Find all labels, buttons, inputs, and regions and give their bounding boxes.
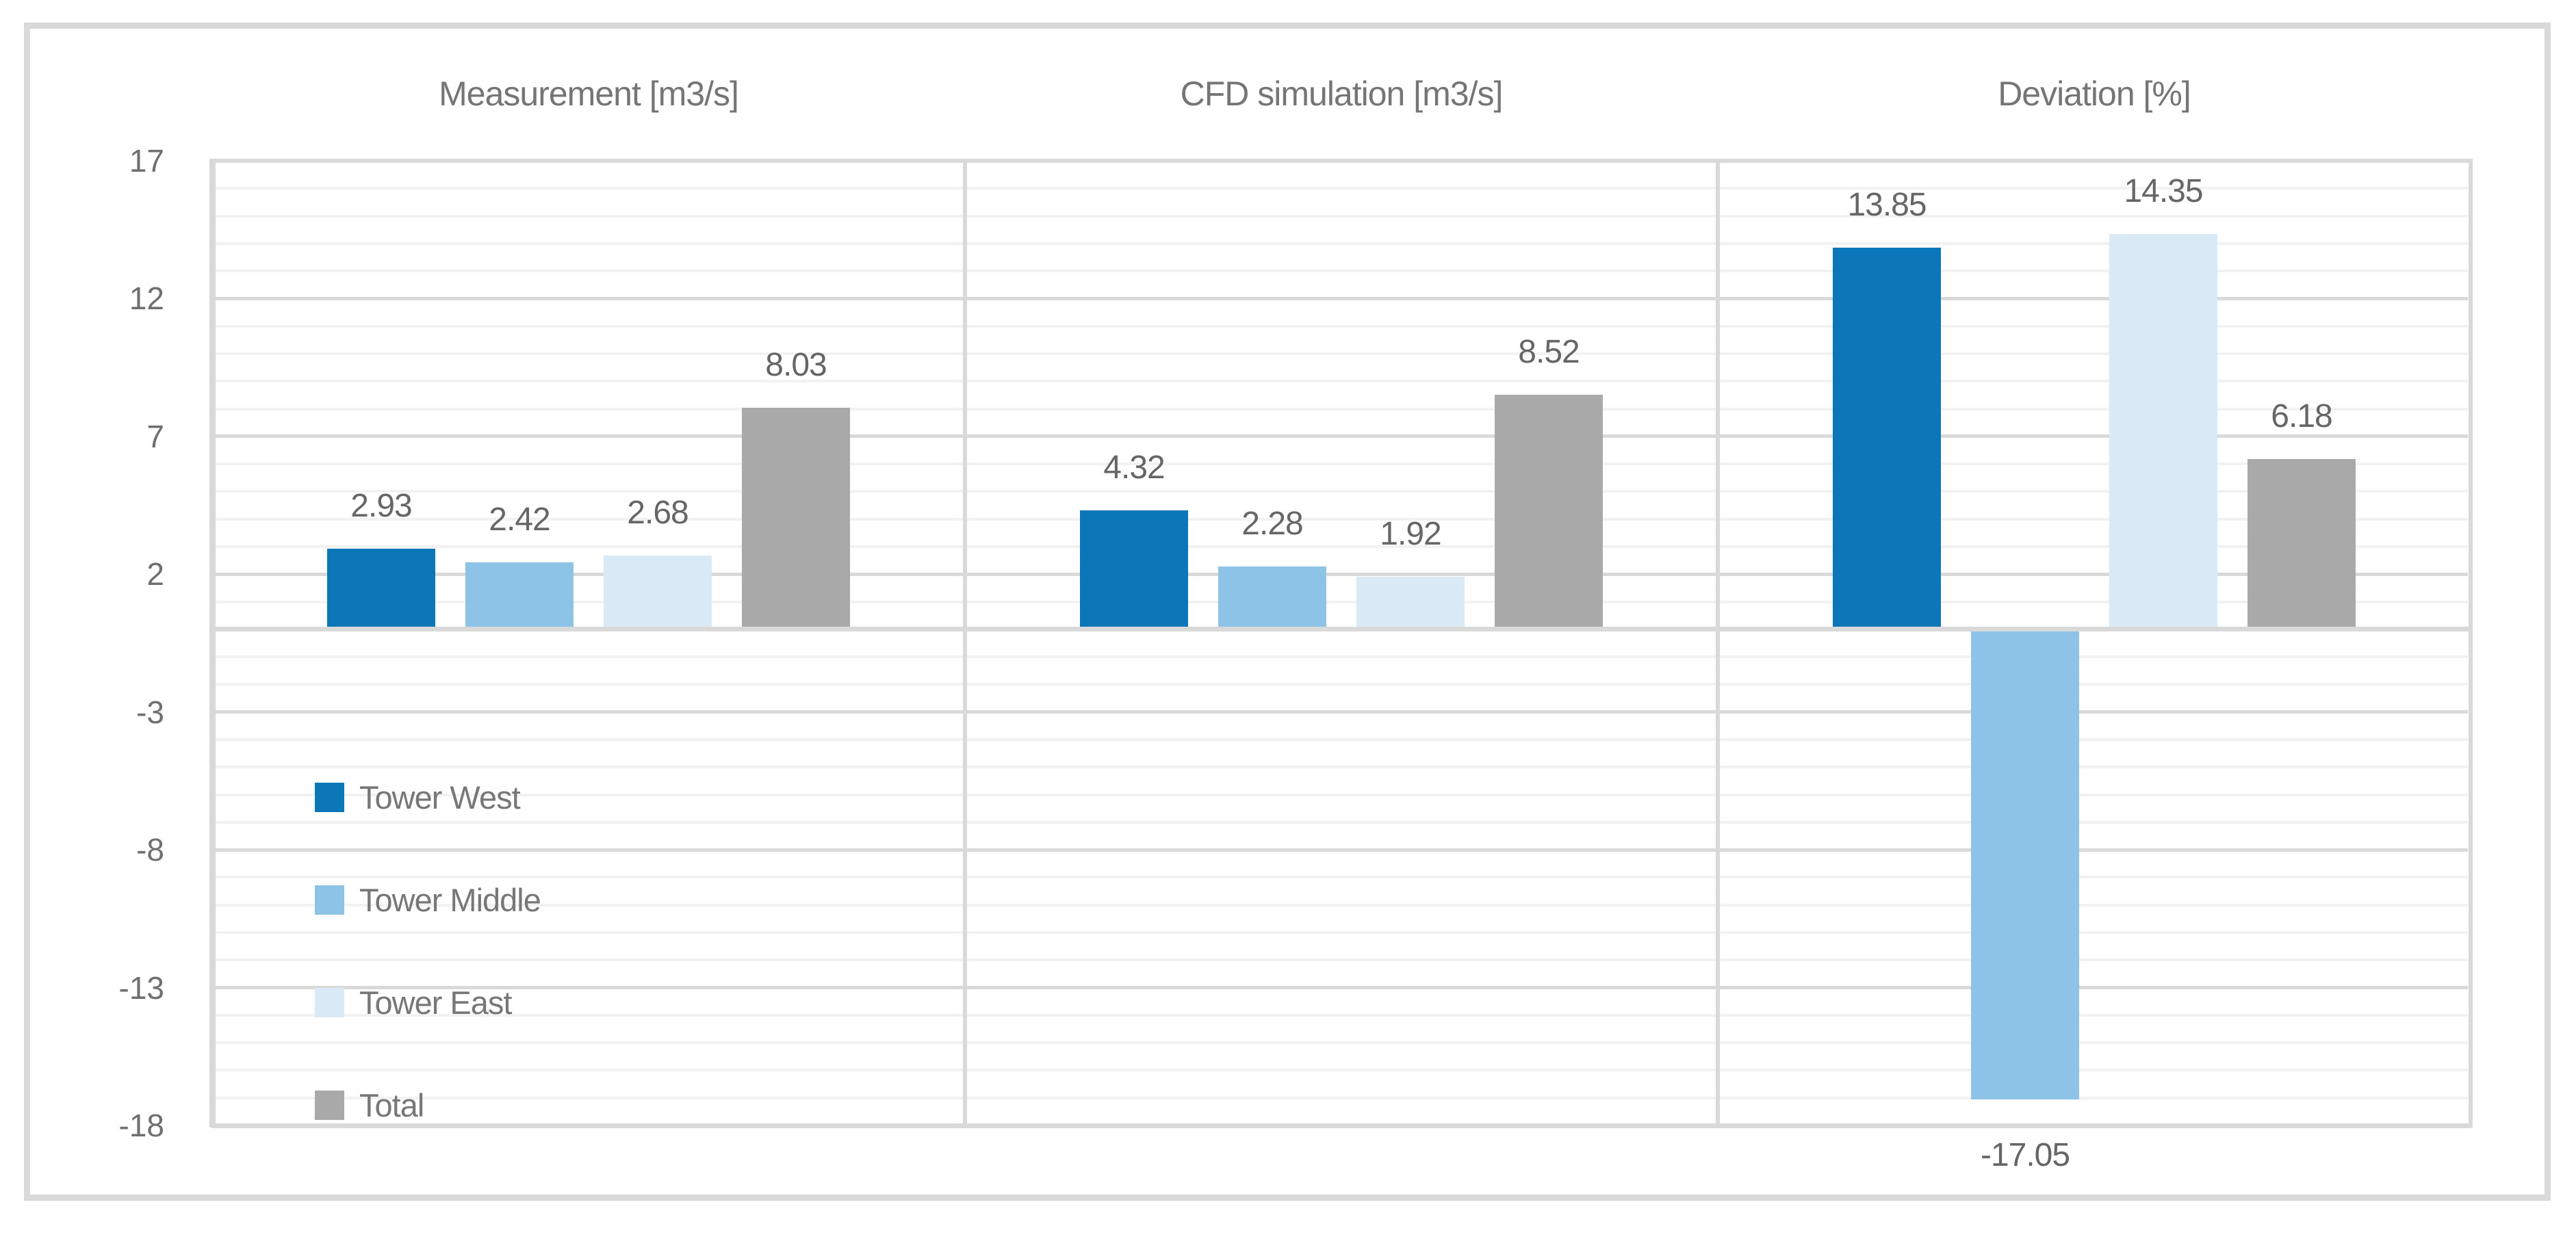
plot-left-edge <box>209 159 216 1127</box>
legend-label-tower-middle: Tower Middle <box>359 881 541 918</box>
gridline-minor <box>215 490 2468 493</box>
gridline-minor <box>215 683 2468 686</box>
gridline-major <box>215 434 2468 438</box>
gridline-major <box>215 573 2468 576</box>
gridline-minor <box>215 545 2468 548</box>
bar-value-label: 2.28 <box>1241 506 1303 542</box>
bar-value-label: 6.18 <box>2271 398 2332 434</box>
bar-value-label: 8.03 <box>765 347 827 383</box>
bar-tower-west <box>1833 248 1941 629</box>
legend-item-tower-middle: Tower Middle <box>315 881 541 918</box>
gridline-minor <box>215 242 2468 245</box>
bar-total <box>742 408 850 629</box>
panel-divider <box>963 161 967 1125</box>
legend-label-total: Total <box>359 1086 424 1123</box>
bar-value-label: 8.52 <box>1518 334 1580 370</box>
bar-total <box>1495 395 1603 629</box>
gridline-minor <box>215 821 2468 824</box>
legend-swatch-tower-east <box>315 987 344 1017</box>
legend-swatch-tower-west <box>315 782 344 812</box>
gridline-minor <box>215 876 2468 878</box>
panel-title-deviation: Deviation [%] <box>1998 75 2191 113</box>
gridline-minor <box>215 270 2468 272</box>
y-axis-tick-label: 12 <box>129 281 164 316</box>
y-axis-tick-label: -18 <box>118 1108 164 1143</box>
bar-tower-east <box>604 556 712 629</box>
gridline-minor <box>215 462 2468 465</box>
bar-value-label: 1.92 <box>1380 516 1441 552</box>
gridline-minor <box>215 215 2468 218</box>
y-axis-tick-label: -8 <box>136 832 164 868</box>
legend-item-tower-west: Tower West <box>315 779 521 816</box>
bar-tower-middle <box>1218 566 1326 629</box>
bar-tower-middle <box>465 562 574 629</box>
bar-tower-east <box>1356 577 1465 629</box>
y-axis-tick-label: -13 <box>118 970 164 1006</box>
gridline-minor <box>215 904 2468 907</box>
gridline-minor <box>215 1041 2468 1044</box>
legend-swatch-tower-middle <box>315 885 344 915</box>
gridline-minor <box>215 794 2468 796</box>
panel-divider <box>1716 161 1720 1125</box>
gridline-minor <box>215 380 2468 382</box>
bar-value-label: 13.85 <box>1847 187 1927 223</box>
y-axis-tick-label: 2 <box>146 556 164 592</box>
bar-tower-west <box>1080 510 1188 629</box>
y-axis-tick-label: -3 <box>136 694 164 730</box>
gridline-minor <box>215 1097 2468 1099</box>
gridline-minor <box>215 187 2468 190</box>
plot-bottom-edge <box>212 1123 2471 1128</box>
gridline-minor <box>215 1069 2468 1071</box>
bar-tower-middle <box>1971 629 2079 1099</box>
gridline-minor <box>215 601 2468 603</box>
y-axis-tick-label: 7 <box>146 419 164 454</box>
bar-value-label: 4.32 <box>1103 449 1165 486</box>
gridline-minor <box>215 655 2468 658</box>
panel-title-measurement: Measurement [m3/s] <box>439 75 739 113</box>
zero-axis-line <box>212 627 2471 631</box>
bar-value-label: 2.42 <box>489 501 550 538</box>
bar-value-label: 2.68 <box>627 495 688 531</box>
gridline-major <box>215 986 2468 989</box>
gridline-minor <box>215 325 2468 328</box>
bar-tower-east <box>2109 234 2217 629</box>
plot-right-edge <box>2469 159 2473 1127</box>
gridline-minor <box>215 738 2468 741</box>
legend-item-total: Total <box>315 1086 424 1123</box>
bar-value-label: 14.35 <box>2124 173 2203 209</box>
gridline-minor <box>215 931 2468 934</box>
gridline-major <box>215 848 2468 852</box>
gridline-minor <box>215 958 2468 961</box>
gridline-minor <box>215 408 2468 410</box>
legend-swatch-total <box>315 1090 344 1120</box>
gridline-minor <box>215 518 2468 521</box>
legend-label-tower-west: Tower West <box>359 779 521 816</box>
legend-label-tower-east: Tower East <box>359 984 512 1021</box>
plot-top-edge <box>212 159 2471 163</box>
bar-value-label: 2.93 <box>350 488 412 524</box>
bar-value-label: -17.05 <box>1980 1137 2070 1173</box>
panel-title-cfd-simulation: CFD simulation [m3/s] <box>1180 75 1504 113</box>
gridline-major <box>215 710 2468 714</box>
gridline-minor <box>215 766 2468 768</box>
bar-tower-west <box>327 549 435 629</box>
y-axis-tick-label: 17 <box>129 143 164 179</box>
bar-total <box>2247 459 2356 629</box>
gridline-minor <box>215 1014 2468 1017</box>
gridline-minor <box>215 352 2468 355</box>
gridline-major <box>215 297 2468 300</box>
legend-item-tower-east: Tower East <box>315 984 512 1021</box>
